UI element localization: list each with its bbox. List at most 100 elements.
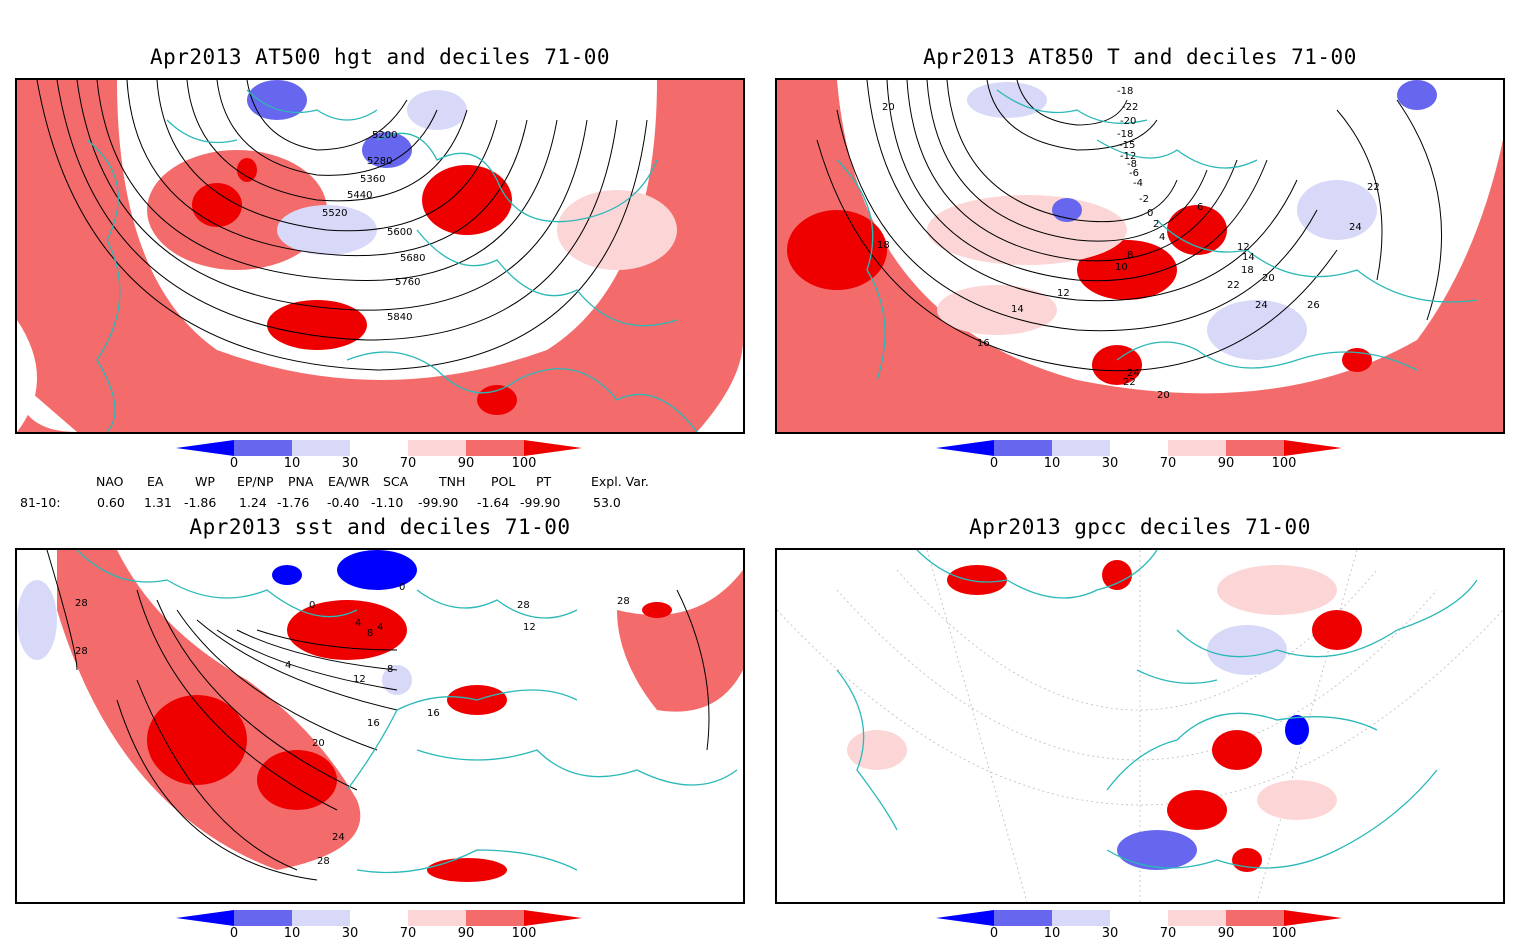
svg-text:24: 24 bbox=[1255, 300, 1268, 311]
svg-text:8: 8 bbox=[387, 664, 393, 675]
cbar-label: 100 bbox=[1271, 926, 1297, 941]
svg-text:20: 20 bbox=[882, 102, 895, 113]
panel-title-sst: Apr2013 sst and deciles 71-00 bbox=[189, 515, 571, 539]
svg-text:0: 0 bbox=[309, 600, 315, 611]
cbar-label: 70 bbox=[399, 926, 417, 941]
cbar-label: 70 bbox=[399, 456, 417, 471]
svg-text:28: 28 bbox=[75, 646, 88, 657]
svg-text:20: 20 bbox=[312, 738, 325, 749]
cbar-label: 10 bbox=[283, 456, 301, 471]
svg-text:18: 18 bbox=[877, 240, 890, 251]
cbar-label: 90 bbox=[1217, 926, 1235, 941]
svg-text:0: 0 bbox=[399, 582, 405, 593]
svg-text:5840: 5840 bbox=[387, 312, 412, 323]
index-value: -1.76 bbox=[277, 495, 310, 510]
svg-text:16: 16 bbox=[367, 718, 380, 729]
svg-text:16: 16 bbox=[427, 708, 440, 719]
svg-text:8: 8 bbox=[1127, 250, 1133, 261]
svg-text:20: 20 bbox=[1157, 390, 1170, 401]
svg-text:18: 18 bbox=[1241, 265, 1254, 276]
colorbar-hgt: 0 10 30 70 90 100 bbox=[176, 440, 596, 476]
index-value: -99.90 bbox=[520, 495, 561, 510]
svg-text:16: 16 bbox=[977, 338, 990, 349]
svg-text:5520: 5520 bbox=[322, 208, 347, 219]
svg-text:-20: -20 bbox=[1120, 116, 1136, 127]
cbar-label: 100 bbox=[511, 456, 537, 471]
svg-text:-2: -2 bbox=[1139, 194, 1149, 205]
svg-text:5280: 5280 bbox=[367, 156, 392, 167]
index-header: EA bbox=[147, 474, 164, 489]
svg-text:4: 4 bbox=[377, 622, 383, 633]
cbar-label: 100 bbox=[1271, 456, 1297, 471]
cbar-label: 10 bbox=[1043, 926, 1061, 941]
cbar-label: 0 bbox=[229, 456, 239, 471]
cbar-label: 10 bbox=[1043, 456, 1061, 471]
svg-text:-22: -22 bbox=[1122, 102, 1138, 113]
cbar-label: 70 bbox=[1159, 456, 1177, 471]
svg-text:-15: -15 bbox=[1119, 140, 1135, 151]
svg-text:-18: -18 bbox=[1117, 129, 1133, 140]
index-value: 0.60 bbox=[97, 495, 125, 510]
svg-text:0: 0 bbox=[1147, 208, 1153, 219]
svg-text:22: 22 bbox=[1367, 182, 1380, 193]
svg-text:24: 24 bbox=[1349, 222, 1362, 233]
index-header: EP/NP bbox=[237, 474, 274, 489]
index-header: EA/WR bbox=[328, 474, 370, 489]
index-header: WP bbox=[195, 474, 215, 489]
cbar-label: 0 bbox=[989, 926, 999, 941]
svg-text:12: 12 bbox=[1057, 288, 1070, 299]
index-header: SCA bbox=[383, 474, 409, 489]
svg-text:28: 28 bbox=[517, 600, 530, 611]
svg-text:28: 28 bbox=[617, 596, 630, 607]
svg-text:22: 22 bbox=[1123, 377, 1136, 388]
cbar-label: 70 bbox=[1159, 926, 1177, 941]
svg-text:2: 2 bbox=[1153, 219, 1159, 230]
index-value: -0.40 bbox=[327, 495, 360, 510]
svg-text:-12: -12 bbox=[1120, 151, 1136, 162]
svg-text:12: 12 bbox=[353, 674, 366, 685]
panel-title-t850: Apr2013 AT850 T and deciles 71-00 bbox=[923, 45, 1357, 69]
index-value: -1.10 bbox=[371, 495, 404, 510]
colorbar-t850: 0 10 30 70 90 100 bbox=[936, 440, 1356, 476]
svg-text:5200: 5200 bbox=[372, 130, 397, 141]
svg-text:28: 28 bbox=[75, 598, 88, 609]
cbar-label: 100 bbox=[511, 926, 537, 941]
index-value: 1.24 bbox=[239, 495, 267, 510]
panel-title-hgt: Apr2013 AT500 hgt and deciles 71-00 bbox=[149, 45, 610, 69]
cbar-label: 30 bbox=[1101, 456, 1119, 471]
index-header: PNA bbox=[288, 474, 314, 489]
svg-text:4: 4 bbox=[1159, 232, 1165, 243]
svg-text:5760: 5760 bbox=[395, 277, 420, 288]
index-header: TNH bbox=[439, 474, 466, 489]
index-value: -1.64 bbox=[477, 495, 510, 510]
index-value: -99.90 bbox=[418, 495, 459, 510]
cbar-label: 90 bbox=[457, 456, 475, 471]
svg-text:26: 26 bbox=[1307, 300, 1320, 311]
cbar-label: 30 bbox=[341, 456, 359, 471]
map-t850: -18 -22 -20 -18 -15 -12 -8 -6 -4 -2 0 2 … bbox=[775, 78, 1505, 434]
map-hgt: 5200 5280 5360 5440 5520 5600 5680 5760 … bbox=[15, 78, 745, 434]
svg-text:14: 14 bbox=[1011, 304, 1024, 315]
svg-text:12: 12 bbox=[523, 622, 536, 633]
index-value: 53.0 bbox=[593, 495, 621, 510]
index-value: 1.31 bbox=[144, 495, 172, 510]
cbar-label: 30 bbox=[1101, 926, 1119, 941]
svg-text:14: 14 bbox=[1242, 252, 1255, 263]
svg-text:6: 6 bbox=[1197, 202, 1203, 213]
index-header: NAO bbox=[96, 474, 124, 489]
svg-text:-6: -6 bbox=[1129, 168, 1139, 179]
svg-text:-4: -4 bbox=[1133, 178, 1143, 189]
panel-title-gpcc: Apr2013 gpcc deciles 71-00 bbox=[969, 515, 1311, 539]
cbar-label: 90 bbox=[457, 926, 475, 941]
index-header: Expl. Var. bbox=[591, 474, 649, 489]
svg-text:5360: 5360 bbox=[360, 174, 385, 185]
colorbar-gpcc: 0 10 30 70 90 100 bbox=[936, 910, 1356, 946]
index-header: POL bbox=[491, 474, 516, 489]
svg-text:-8: -8 bbox=[1127, 159, 1137, 170]
colorbar-sst: 0 10 30 70 90 100 bbox=[176, 910, 596, 946]
svg-text:22: 22 bbox=[1227, 280, 1240, 291]
cbar-label: 0 bbox=[989, 456, 999, 471]
index-header: PT bbox=[536, 474, 552, 489]
svg-text:12: 12 bbox=[1237, 242, 1250, 253]
cbar-label: 30 bbox=[341, 926, 359, 941]
